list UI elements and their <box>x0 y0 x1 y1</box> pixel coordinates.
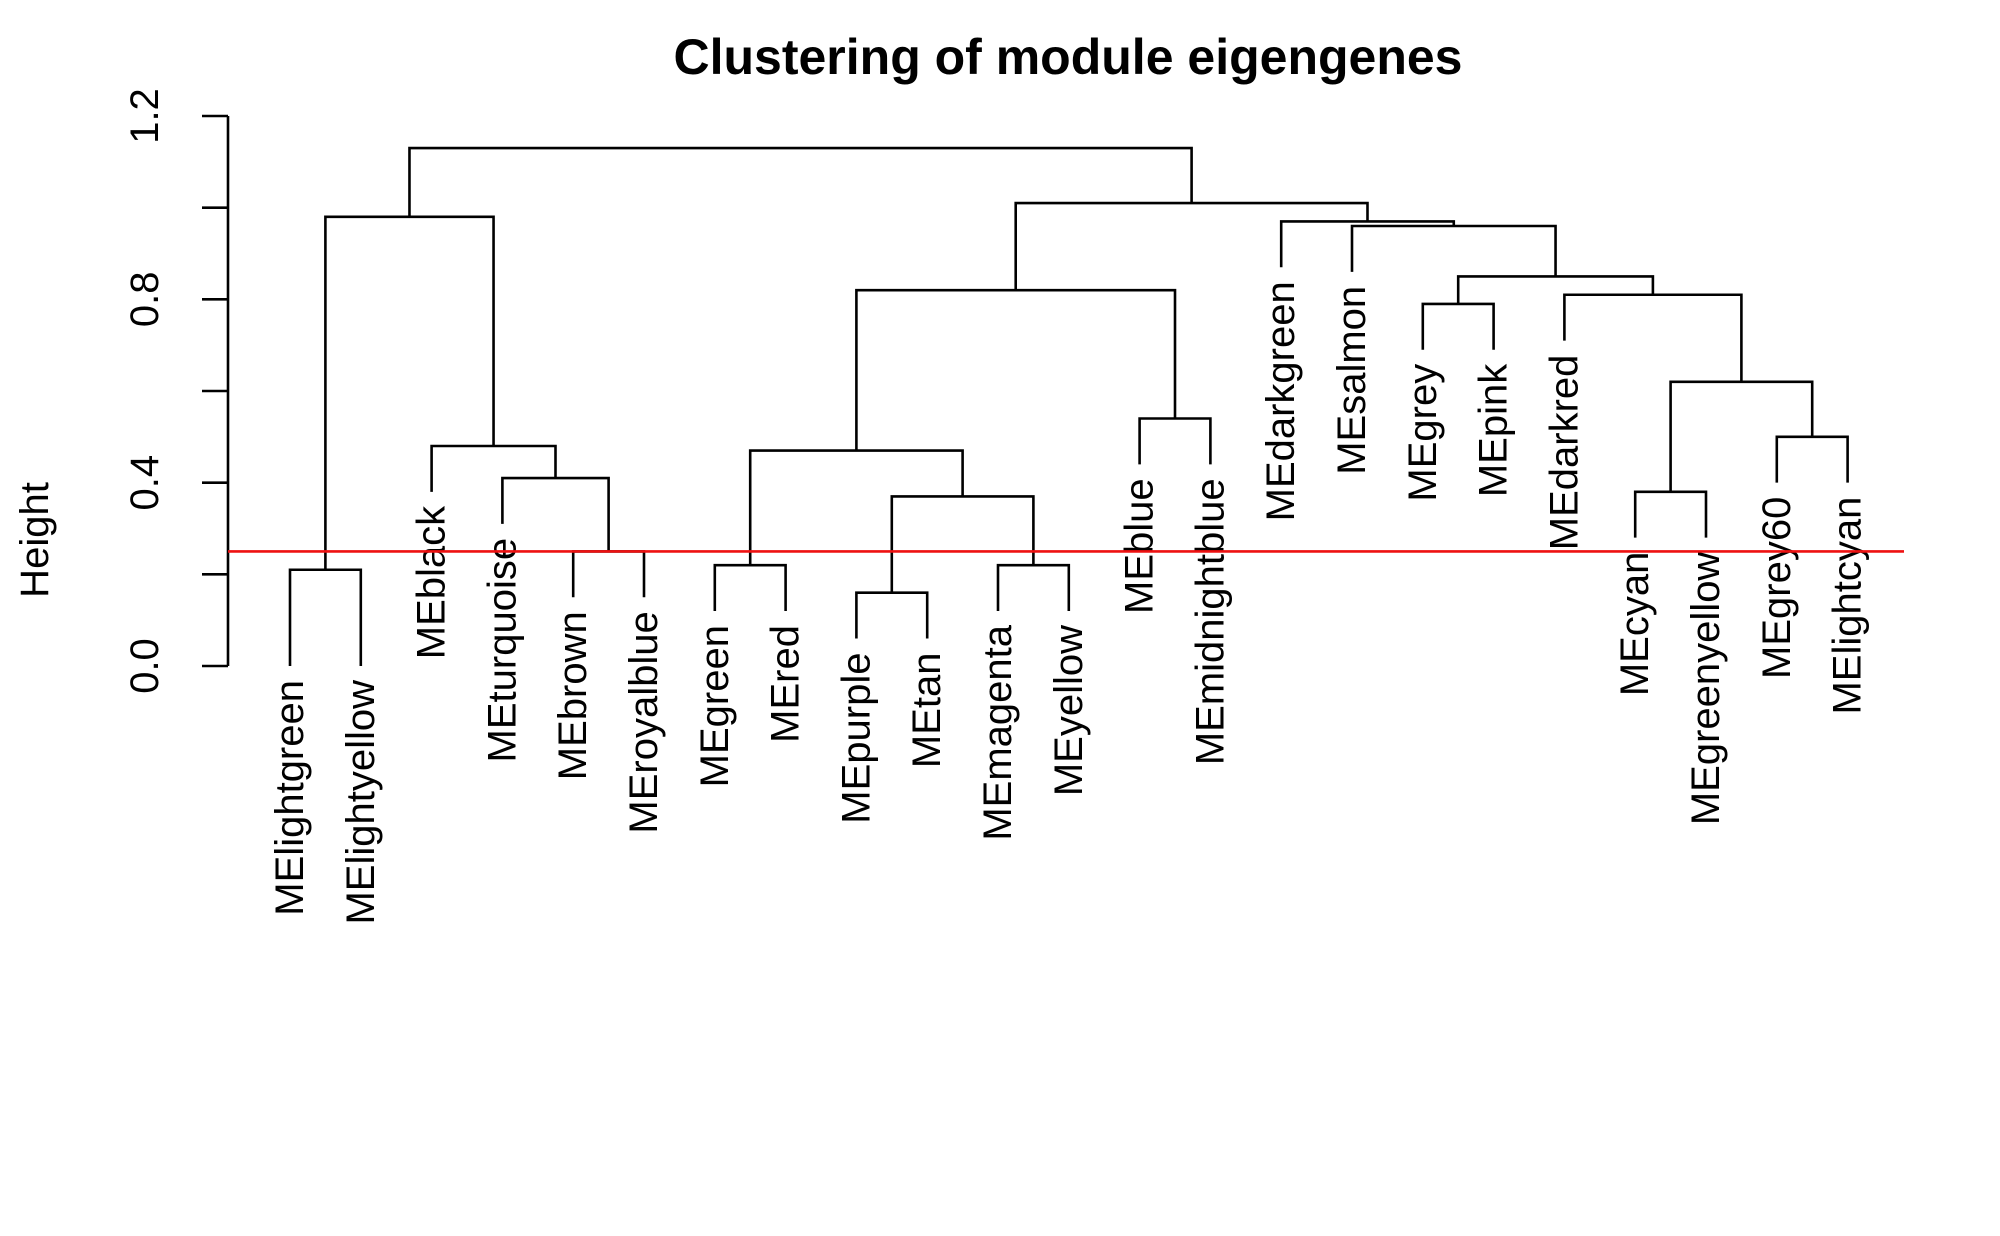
leaf-label: MEturquoise <box>480 538 524 763</box>
leaf-label: MEyellow <box>1047 625 1091 796</box>
dendrogram-link <box>1775 435 1849 483</box>
dendrogram-link <box>571 550 646 598</box>
leaf-label: MEblue <box>1118 478 1162 614</box>
y-tick-label: 1.2 <box>123 88 167 144</box>
leaf-label: MEpurple <box>834 653 878 824</box>
leaf-label: MEgreenyellow <box>1684 552 1728 826</box>
leaf-label: MEsalmon <box>1330 286 1374 475</box>
leaf-label: MEtan <box>905 653 949 769</box>
dendrogram-link <box>713 563 787 611</box>
y-tick-label: 0.0 <box>123 638 167 694</box>
dendrogram-link <box>996 563 1071 611</box>
dendrogram-link <box>1456 275 1655 304</box>
leaf-label: MEdarkgreen <box>1259 281 1303 521</box>
dendrogram-link <box>748 449 964 566</box>
dendrogram-link <box>1350 224 1557 277</box>
leaf-label: MEmagenta <box>976 624 1020 840</box>
dendrogram-link <box>855 591 929 639</box>
leaf-label: MEred <box>764 625 808 743</box>
dendrogram-link <box>1138 417 1212 465</box>
leaf-label: MEmidnightblue <box>1188 478 1232 765</box>
leaf-label: MEblack <box>410 505 454 659</box>
leaf-label: MElightcyan <box>1826 497 1870 715</box>
dendrogram-link <box>1279 220 1456 268</box>
dendrogram-link <box>855 288 1177 451</box>
leaf-label: MElightgreen <box>268 680 312 916</box>
dendrogram-link <box>1633 490 1708 538</box>
leaf-labels: MElightgreen MElightyellow MEblack MEturquo… <box>268 281 1870 924</box>
leaf-label: MEroyalblue <box>622 611 666 833</box>
leaf-label: MEcyan <box>1613 552 1657 697</box>
leaf-label: MEgrey60 <box>1755 497 1799 679</box>
chart-title: Clustering of module eigengenes <box>674 29 1463 85</box>
dendrogram-link <box>408 146 1193 217</box>
leaf-label: MEbrown <box>551 611 595 780</box>
leaf-label: MEgreen <box>693 625 737 787</box>
dendrogram-link <box>288 568 363 666</box>
dendrogram-link <box>1563 293 1743 382</box>
y-tick-label: 0.4 <box>123 455 167 511</box>
dendrogram-link <box>1014 201 1369 291</box>
dendrogram-link <box>430 444 557 492</box>
dendrogram-link <box>1421 302 1495 350</box>
leaf-label: MEgrey <box>1401 364 1445 502</box>
leaf-label: MElightyellow <box>339 680 383 925</box>
leaf-label: MEdarkred <box>1542 355 1586 551</box>
y-axis-label: Height <box>13 482 57 598</box>
dendrogram-links <box>288 146 1849 666</box>
y-tick-label: 0.8 <box>123 272 167 328</box>
leaf-label: MEpink <box>1472 363 1516 497</box>
y-axis: 0.0 0.4 0.8 1.2 <box>123 88 230 694</box>
dendrogram-link <box>890 495 1035 593</box>
